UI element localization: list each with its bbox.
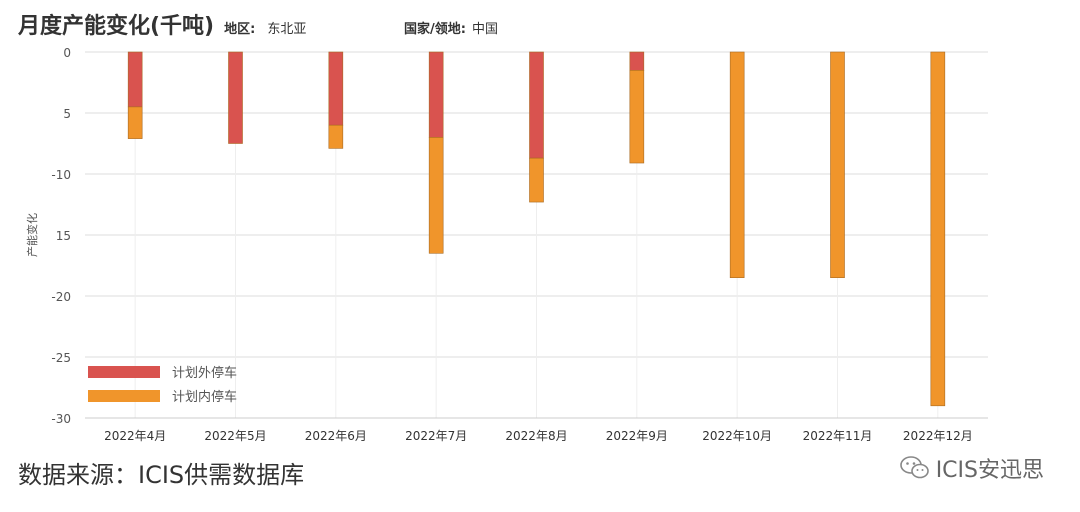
bar-segment <box>629 51 645 71</box>
bar-segment <box>930 51 946 407</box>
brand: ICIS安迅思 <box>899 452 1044 484</box>
x-tick-label: 2022年9月 <box>606 429 668 443</box>
legend-label: 计划内停车 <box>172 389 237 405</box>
bar-segment <box>529 51 544 159</box>
y-tick-label: -30 <box>51 412 71 426</box>
x-tick-label: 2022年6月 <box>305 429 367 443</box>
bar-segment <box>529 157 544 203</box>
bar-segment <box>228 51 243 144</box>
bar-segment <box>729 51 745 278</box>
region-info: 地区: 东北亚 <box>224 18 306 37</box>
wechat-icon <box>899 456 929 479</box>
bar-segment <box>127 106 143 139</box>
bar-segment <box>428 137 444 254</box>
legend-swatch <box>88 390 160 402</box>
y-tick-label: 5 <box>63 107 71 121</box>
region-value: 东北亚 <box>267 22 307 37</box>
x-tick-label: 2022年5月 <box>204 429 266 443</box>
x-tick-label: 2022年4月 <box>104 429 166 443</box>
bar-segment <box>830 51 845 278</box>
bar-segment <box>328 124 344 149</box>
bar-segment <box>328 51 344 126</box>
legend-label: 计划外停车 <box>172 365 237 381</box>
x-tick-label: 2022年8月 <box>505 429 567 443</box>
x-tick-label: 2022年10月 <box>702 429 772 443</box>
x-tick-label: 2022年7月 <box>405 429 467 443</box>
x-tick-label: 2022年12月 <box>903 429 973 443</box>
country-label: 国家/领地: <box>404 22 466 37</box>
y-tick-label: -10 <box>51 168 71 182</box>
region-label: 地区: <box>224 22 256 37</box>
chart-header: 月度产能变化(千吨) 地区: 东北亚 <box>18 8 306 42</box>
data-source: 数据来源：ICIS供需数据库 <box>18 461 305 489</box>
y-axis-label: 产能变化 <box>25 213 39 257</box>
legend-swatch <box>88 366 160 378</box>
bar-segment <box>127 51 143 108</box>
brand-name: ICIS安迅思 <box>935 458 1044 483</box>
x-tick-label: 2022年11月 <box>803 429 873 443</box>
bar-segment <box>629 70 645 164</box>
y-tick-label: -20 <box>51 290 71 304</box>
country-info: 国家/领地: 中国 <box>404 18 498 37</box>
y-tick-label: 0 <box>63 46 71 60</box>
bar-segment <box>428 51 444 138</box>
y-tick-label: -25 <box>51 351 71 365</box>
chart-title: 月度产能变化(千吨) <box>18 14 215 39</box>
y-tick-label: 15 <box>56 229 71 243</box>
country-value: 中国 <box>471 22 498 37</box>
